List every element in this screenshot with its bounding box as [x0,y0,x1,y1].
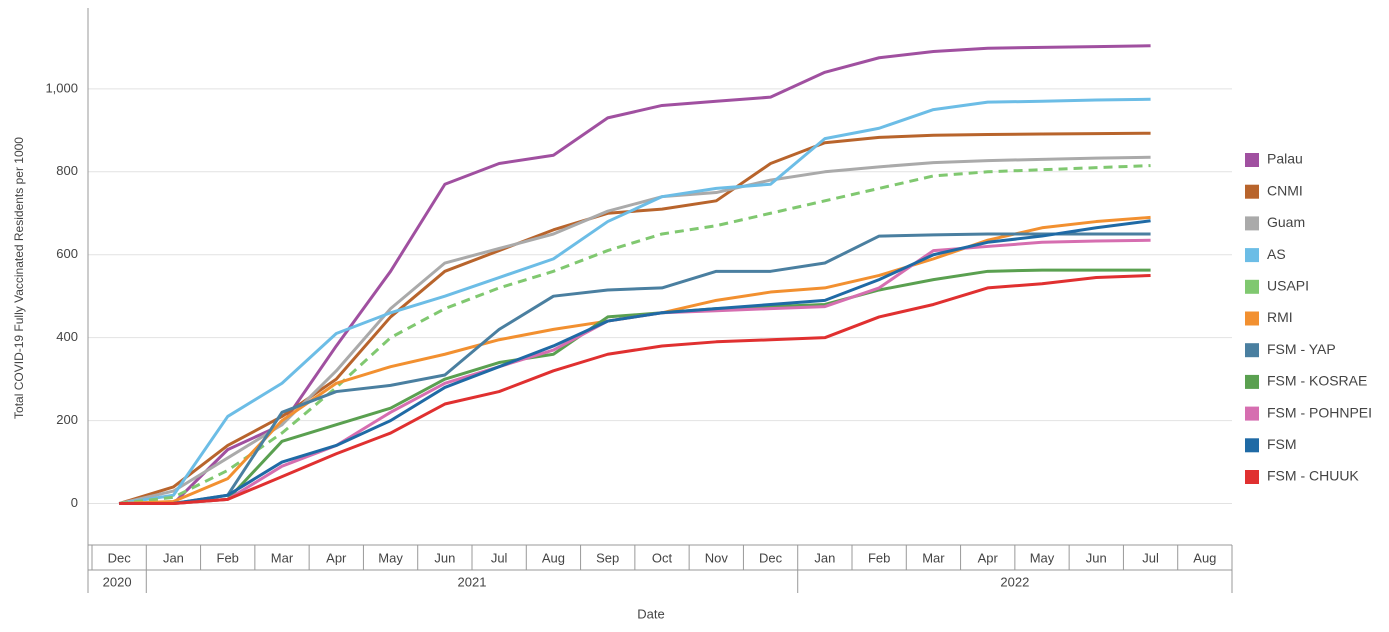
legend-swatch [1245,279,1259,294]
x-tick-label: Apr [978,550,999,565]
y-tick-label: 200 [56,412,78,427]
legend-label: Palau [1267,151,1303,167]
series-line [118,97,1151,506]
legend-label: FSM - YAP [1267,341,1336,357]
x-tick-label: Feb [868,550,890,565]
x-tick-label: Aug [1193,550,1216,565]
legend-label: FSM - CHUUK [1267,468,1359,484]
series-line [119,238,1151,506]
legend-label: USAPI [1267,278,1309,294]
y-tick-label: 1,000 [45,80,78,95]
legend-label: AS [1267,246,1286,262]
x-tick-label: May [378,550,403,565]
legend-label: Guam [1267,214,1305,230]
x-axis-label: Date [637,606,664,621]
series-line [119,273,1151,506]
legend-swatch [1245,374,1259,389]
legend-label: CNMI [1267,182,1303,198]
legend-swatch [1245,184,1259,199]
x-tick-label: Mar [271,550,294,565]
x-tick-label: Dec [759,550,783,565]
y-tick-label: 800 [56,163,78,178]
year-label: 2021 [458,574,487,589]
legend-swatch [1245,153,1259,167]
series-line [119,268,1151,506]
y-tick-label: 400 [56,329,78,344]
legend-swatch [1245,216,1259,231]
x-tick-label: Nov [705,550,729,565]
x-tick-label: Jul [1142,550,1159,565]
legend-label: FSM - POHNPEI [1267,404,1372,420]
legend-label: FSM [1267,436,1297,452]
series-line [118,164,1151,506]
x-tick-label: Jun [434,550,455,565]
x-tick-label: Feb [217,550,239,565]
series-line [119,219,1151,506]
year-label: 2022 [1000,574,1029,589]
y-tick-label: 0 [71,495,78,510]
x-tick-label: May [1030,550,1055,565]
legend-label: RMI [1267,309,1293,325]
x-tick-label: Mar [922,550,945,565]
x-tick-label: Oct [652,550,673,565]
y-axis-label: Total COVID-19 Fully Vaccinated Resident… [12,137,26,419]
legend-swatch [1245,406,1259,421]
x-tick-label: Sep [596,550,619,565]
series-line [119,215,1151,506]
x-tick-label: Dec [108,550,132,565]
x-tick-label: Apr [326,550,347,565]
year-label: 2020 [103,574,132,589]
legend-swatch [1245,438,1259,453]
x-tick-label: Jul [491,550,508,565]
series-line [119,44,1151,506]
x-tick-label: Jun [1086,550,1107,565]
legend-swatch [1245,248,1259,263]
legend-swatch [1245,343,1259,358]
series-line [119,232,1151,506]
legend-swatch [1245,470,1259,484]
legend-label: FSM - KOSRAE [1267,373,1367,389]
x-tick-label: Aug [542,550,565,565]
legend-swatch [1245,311,1259,326]
x-tick-label: Jan [163,550,184,565]
x-tick-label: Jan [814,550,835,565]
y-tick-label: 600 [56,246,78,261]
